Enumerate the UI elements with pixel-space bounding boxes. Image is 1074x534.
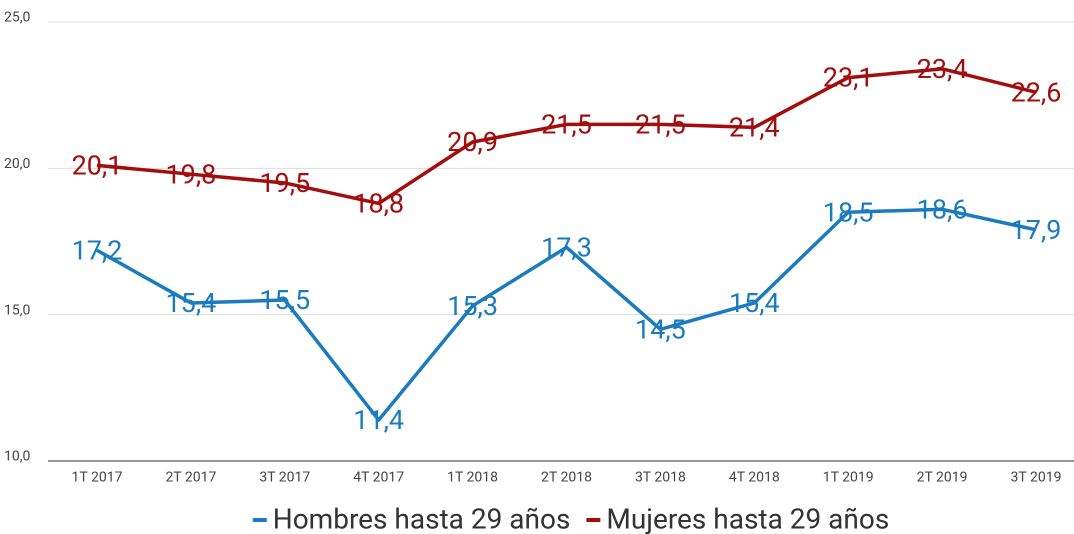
data-label: 15,4 xyxy=(165,287,216,319)
legend-label: Hombres hasta 29 años xyxy=(273,502,571,534)
series-line xyxy=(96,67,1037,206)
data-label: 23,1 xyxy=(823,62,874,94)
x-tick-label: 3T 2018 xyxy=(635,470,686,486)
x-tick-label: 2T 2019 xyxy=(917,470,968,486)
y-tick-label: 20,0 xyxy=(4,156,30,172)
data-label: 21,4 xyxy=(729,111,780,143)
data-label: 19,5 xyxy=(259,167,310,199)
data-label: 14,5 xyxy=(635,313,686,345)
legend-label: Mujeres hasta 29 años xyxy=(606,502,889,534)
legend-marker xyxy=(586,518,601,522)
data-label: 22,6 xyxy=(1011,76,1062,108)
data-label: 19,8 xyxy=(165,158,216,190)
legend-marker xyxy=(252,518,267,522)
data-label: 21,5 xyxy=(541,109,592,141)
data-label: 17,2 xyxy=(72,234,123,266)
data-label: 15,5 xyxy=(259,284,310,316)
data-label: 21,5 xyxy=(635,109,686,141)
data-label: 11,4 xyxy=(353,404,404,436)
series-line xyxy=(96,207,1037,422)
data-label: 18,8 xyxy=(353,188,404,220)
y-tick-label: 25,0 xyxy=(4,10,30,26)
x-tick-label: 3T 2019 xyxy=(1011,470,1062,486)
x-tick-label: 4T 2018 xyxy=(729,470,780,486)
x-tick-label: 1T 2017 xyxy=(72,470,123,486)
data-label: 18,6 xyxy=(917,193,968,225)
x-tick-label: 4T 2017 xyxy=(353,470,404,486)
data-label: 20,9 xyxy=(447,126,498,158)
data-label: 17,9 xyxy=(1011,214,1062,246)
data-label: 18,5 xyxy=(823,196,874,228)
legend: Hombres hasta 29 años Mujeres hasta 29 añ… xyxy=(252,502,889,534)
data-label: 17,3 xyxy=(541,231,592,263)
x-tick-label: 3T 2017 xyxy=(259,470,310,486)
y-tick-label: 15,0 xyxy=(4,302,30,318)
x-tick-label: 2T 2018 xyxy=(541,470,592,486)
data-label: 15,3 xyxy=(447,290,498,322)
x-tick-label: 1T 2019 xyxy=(823,470,874,486)
data-label: 23,4 xyxy=(917,53,968,85)
y-tick-label: 10,0 xyxy=(4,449,30,465)
data-label: 15,4 xyxy=(729,287,780,319)
data-label: 20,1 xyxy=(72,150,123,182)
x-tick-label: 1T 2018 xyxy=(447,470,498,486)
x-tick-label: 2T 2017 xyxy=(165,470,216,486)
